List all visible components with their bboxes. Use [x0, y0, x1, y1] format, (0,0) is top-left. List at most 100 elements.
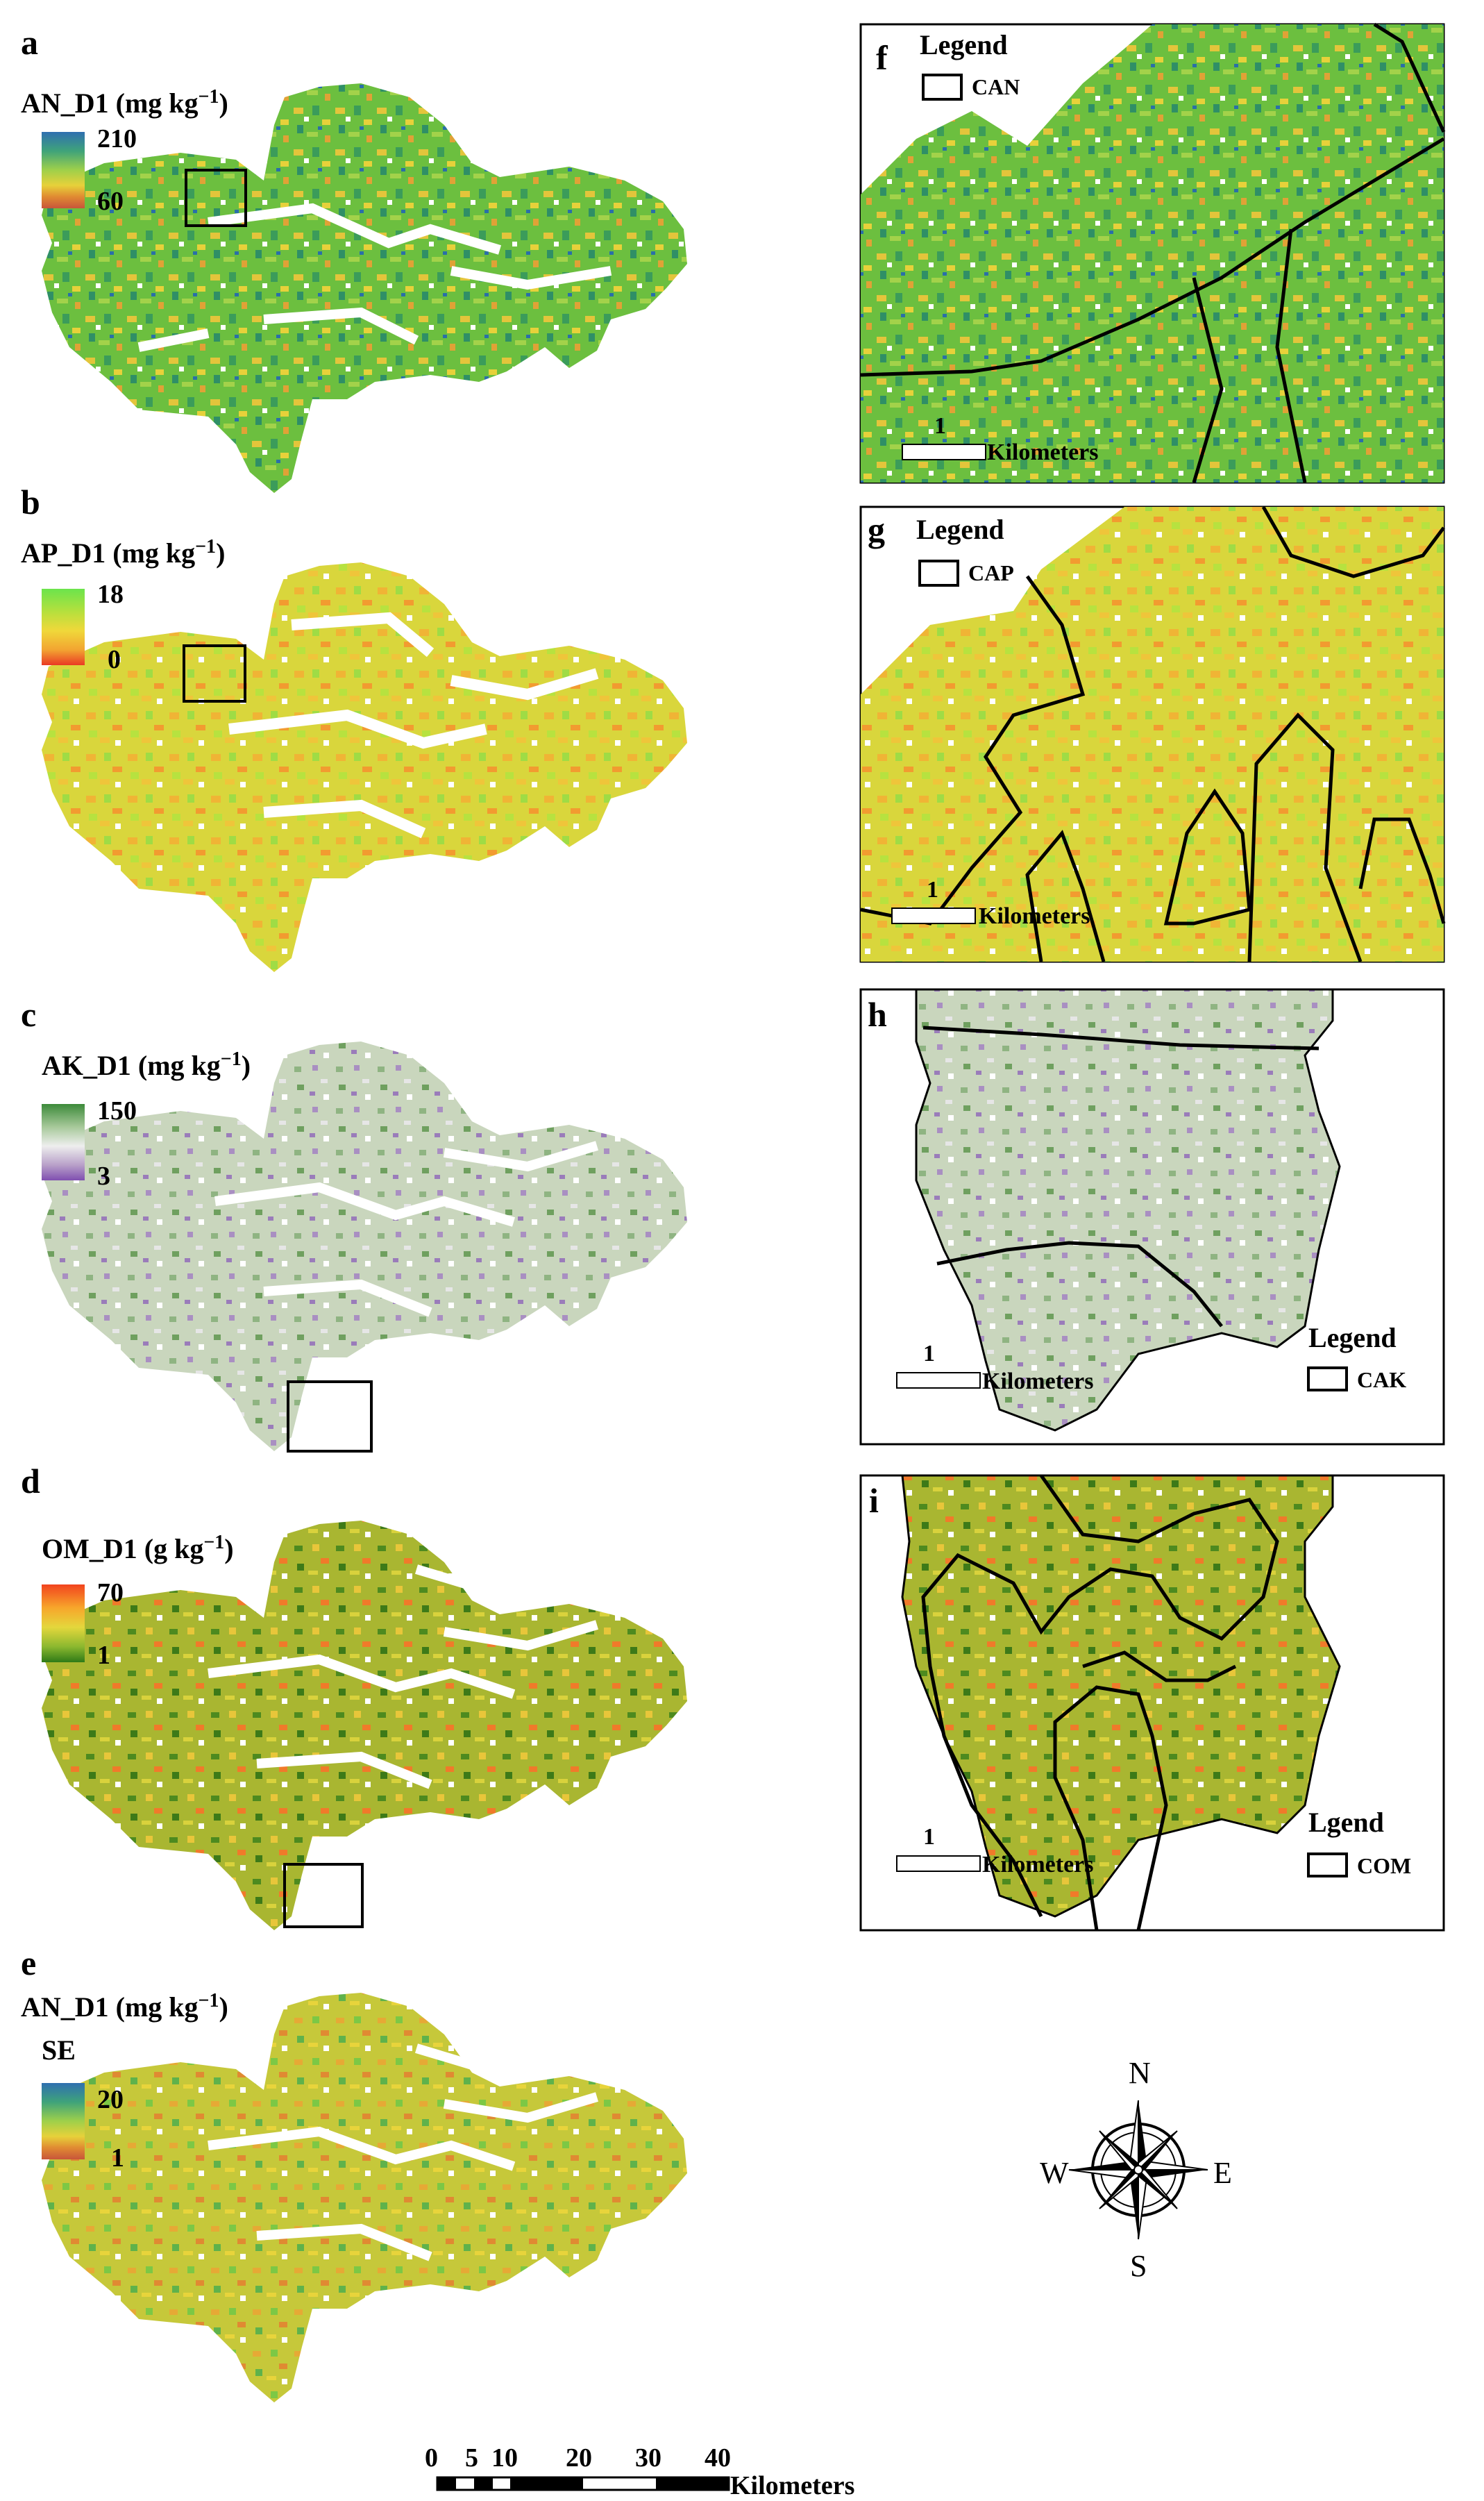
- legend-swatch-g: [918, 560, 959, 587]
- color-ramp-e: [42, 2083, 85, 2159]
- inset-locator-box: [287, 1380, 373, 1453]
- unsampled-area: [208, 2043, 599, 2261]
- color-ramp-d: [42, 1584, 85, 1662]
- legend-swatch-f: [922, 74, 963, 101]
- unsampled-area: [214, 1141, 599, 1317]
- scale-bar-f: [902, 444, 986, 460]
- legend-min-e: 1: [111, 2143, 124, 2173]
- legend-max-b: 18: [97, 580, 124, 609]
- unsampled-area: [137, 203, 612, 352]
- legend-title-h: Legend: [1308, 1322, 1397, 1353]
- inset-letter-i: i: [869, 1481, 879, 1520]
- scale-tick-20: 20: [566, 2443, 592, 2473]
- compass-n-label: N: [1129, 2056, 1151, 2090]
- legend-swatch-i: [1307, 1852, 1348, 1877]
- color-ramp-b: [42, 589, 85, 665]
- zone-boundary: [860, 505, 1446, 962]
- legend-max-c: 150: [97, 1096, 137, 1126]
- scale-value-h: 1: [923, 1341, 935, 1366]
- panel-letter-e: e: [21, 1943, 36, 1982]
- legend-item-f: CAN: [972, 74, 1020, 99]
- scale-value-g: 1: [927, 877, 938, 903]
- scale-bar: 0 5 10 20 30 40 Kilometers: [425, 2443, 854, 2500]
- inset-locator-box: [283, 1863, 364, 1928]
- color-ramp-a: [42, 132, 85, 208]
- unsampled-area: [228, 612, 599, 839]
- study-area-map: [42, 1993, 687, 2402]
- study-area-map: [42, 1521, 687, 1930]
- panel-c-labels: c AK_D1 (mg kg−1) 150 3: [21, 995, 251, 1191]
- panel-a-labels: a AN_D1 (mg kg−1) 210 60: [21, 23, 228, 216]
- map-panel-a: [42, 83, 687, 493]
- panel-d-labels: d OM_D1 (g kg−1) 70 1: [21, 1462, 234, 1670]
- map-panel-c: [42, 1042, 687, 1453]
- scale-value-f: 1: [934, 413, 946, 439]
- zone-boundary: [860, 22, 1446, 483]
- legend-item-i: COM: [1357, 1853, 1411, 1878]
- inset-panel-g: g Legend CAP 1 Kilometers: [859, 505, 1446, 963]
- legend-max-e: 20: [97, 2085, 124, 2114]
- panel-letter-d: d: [21, 1462, 40, 1500]
- scale-tick-5: 5: [465, 2443, 478, 2473]
- scale-value-i: 1: [923, 1824, 935, 1850]
- map-panel-e: [42, 1993, 687, 2402]
- scale-bar-h: [896, 1372, 981, 1389]
- scale-tick-40: 40: [705, 2443, 731, 2473]
- panel-e-labels: e AN_D1 (mg kg−1) SE 20 1: [21, 1943, 228, 2173]
- inset-raster: [915, 988, 1341, 1432]
- compass-w-label: W: [1040, 2156, 1069, 2190]
- panel-b-labels: b AP_D1 (mg kg−1) 18 0: [21, 483, 225, 674]
- legend-item-g: CAP: [968, 560, 1014, 585]
- inset-panel-h: h 1 Kilometers Legend CAK: [859, 988, 1445, 1446]
- inset-panel-i: i 1 Kilometers Lgend COM: [859, 1474, 1445, 1932]
- map-title-a: AN_D1 (mg kg−1): [21, 86, 228, 119]
- legend-min-c: 3: [97, 1162, 110, 1191]
- panel-letter-a: a: [21, 23, 38, 62]
- map-title-e: AN_D1 (mg kg−1): [21, 1990, 228, 2023]
- legend-swatch-h: [1307, 1366, 1348, 1391]
- legend-min-d: 1: [97, 1641, 110, 1670]
- inset-letter-h: h: [868, 995, 887, 1034]
- inset-panel-f: f Legend CAN 1 Kilometers: [859, 22, 1446, 484]
- panel-letter-b: b: [21, 483, 40, 521]
- scale-tick-30: 30: [635, 2443, 661, 2473]
- map-title-d: OM_D1 (g kg−1): [42, 1532, 234, 1564]
- map-panel-d: [42, 1521, 687, 1930]
- legend-max-a: 210: [97, 124, 137, 153]
- legend-title-f: Legend: [920, 29, 1008, 60]
- compass-s-label: S: [1130, 2249, 1147, 2283]
- study-area-map: [42, 1042, 687, 1451]
- scale-unit-f: Kilometers: [987, 440, 1099, 465]
- scale-unit-h: Kilometers: [982, 1369, 1094, 1394]
- legend-title-i: Lgend: [1308, 1807, 1384, 1838]
- inset-locator-box: [183, 644, 246, 703]
- legend-title-g: Legend: [916, 514, 1004, 545]
- legend-min-b: 0: [108, 645, 121, 674]
- north-arrow-icon: [1068, 2100, 1208, 2240]
- unsampled-area: [208, 1564, 599, 1789]
- scale-tick-0: 0: [425, 2443, 438, 2473]
- legend-min-a: 60: [97, 187, 124, 216]
- legend-item-h: CAK: [1357, 1367, 1406, 1392]
- map-title-b: AP_D1 (mg kg−1): [21, 536, 225, 569]
- scale-unit: Kilometers: [730, 2471, 854, 2500]
- map-title-c: AK_D1 (mg kg−1): [42, 1048, 251, 1081]
- scale-bar-i: [896, 1855, 981, 1872]
- panel-letter-c: c: [21, 995, 36, 1034]
- study-area-map: [42, 83, 687, 493]
- legend-max-d: 70: [97, 1578, 124, 1607]
- scale-unit-g: Kilometers: [979, 903, 1090, 929]
- inset-locator-box: [185, 169, 247, 227]
- inset-letter-f: f: [876, 38, 888, 77]
- scale-tick-10: 10: [491, 2443, 518, 2473]
- zone-boundary: [921, 1474, 1279, 1931]
- map-subtitle-e: SE: [42, 2034, 76, 2066]
- zone-boundary: [922, 1026, 1319, 1328]
- scale-bar-g: [891, 907, 976, 924]
- inset-raster: [901, 1474, 1341, 1918]
- inset-raster: [861, 507, 1444, 962]
- inset-letter-g: g: [868, 510, 885, 549]
- color-ramp-c: [42, 1104, 85, 1180]
- map-panel-b: [42, 562, 687, 972]
